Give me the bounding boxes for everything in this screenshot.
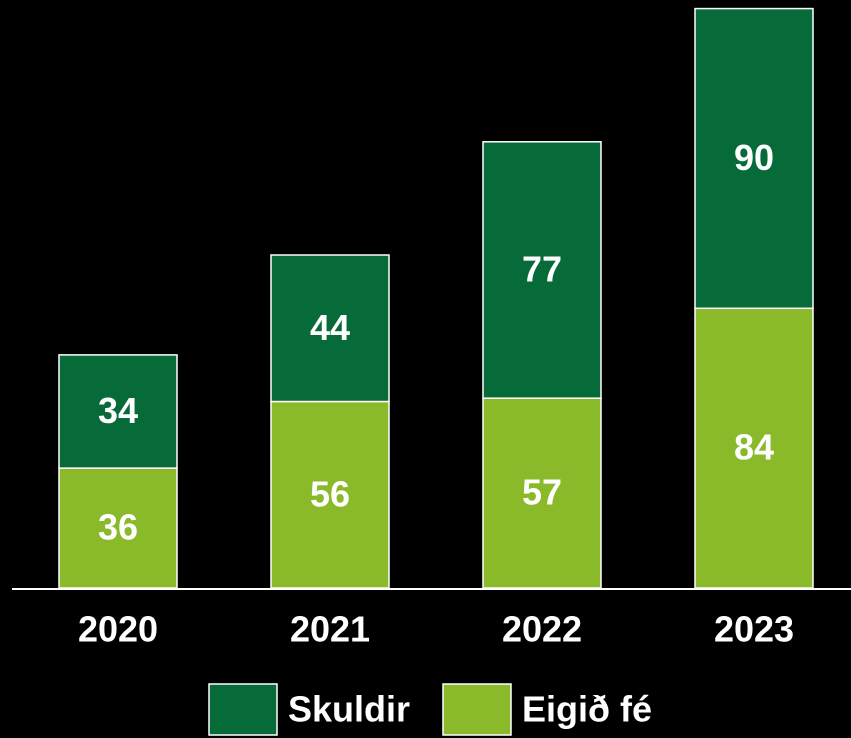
value-label: 57 — [522, 472, 562, 513]
legend-label: Skuldir — [288, 689, 410, 730]
x-tick-label: 2022 — [502, 609, 582, 650]
value-label: 90 — [734, 137, 774, 178]
x-tick-label: 2020 — [78, 609, 158, 650]
bar-segment — [482, 397, 602, 589]
bar-segment — [58, 354, 178, 469]
x-tick-label: 2021 — [290, 609, 370, 650]
value-label: 34 — [98, 390, 138, 431]
value-label: 77 — [522, 249, 562, 290]
value-label: 84 — [734, 427, 774, 468]
bar-segment — [270, 254, 390, 403]
legend-swatch — [442, 683, 512, 736]
bar-segment — [482, 141, 602, 399]
bar-segment — [694, 7, 814, 310]
legend-swatch — [208, 683, 278, 736]
legend-label: Eigið fé — [522, 689, 652, 730]
x-tick-label: 2023 — [714, 609, 794, 650]
bar-segment — [58, 467, 178, 589]
value-label: 44 — [310, 307, 350, 348]
value-label: 56 — [310, 473, 350, 514]
value-label: 36 — [98, 507, 138, 548]
